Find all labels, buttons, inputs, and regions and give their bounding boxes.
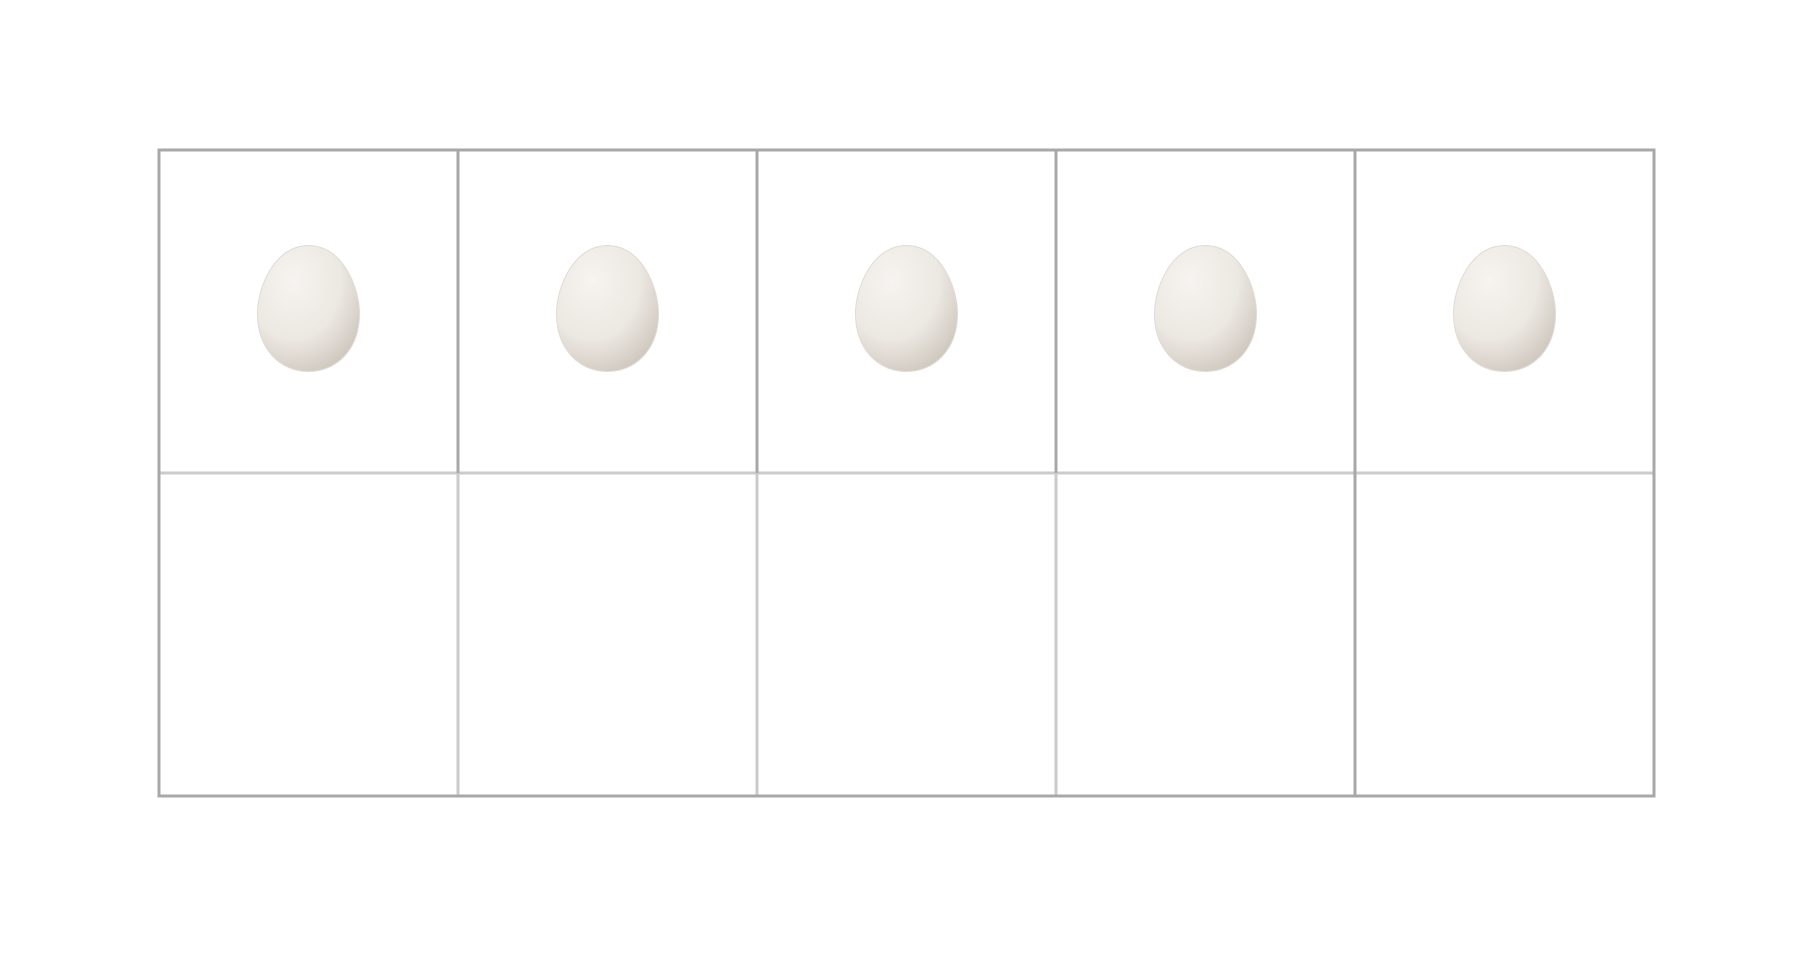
egg-icon	[256, 244, 361, 373]
egg-icon	[1452, 244, 1557, 373]
egg-icon	[854, 244, 959, 373]
frame-border	[157, 148, 1656, 798]
frame-cell-r2-c3	[757, 473, 1056, 796]
frame-cell-r2-c5	[1355, 473, 1654, 796]
frame-eggs	[256, 244, 1557, 373]
frame-cell-r2-c4	[1056, 473, 1355, 796]
frame-lines	[157, 148, 1656, 798]
egg-icon	[1153, 244, 1258, 373]
egg-icon	[555, 244, 660, 373]
frame-cell-r2-c2	[458, 473, 757, 796]
frame-cell-r2-c1	[159, 473, 458, 796]
